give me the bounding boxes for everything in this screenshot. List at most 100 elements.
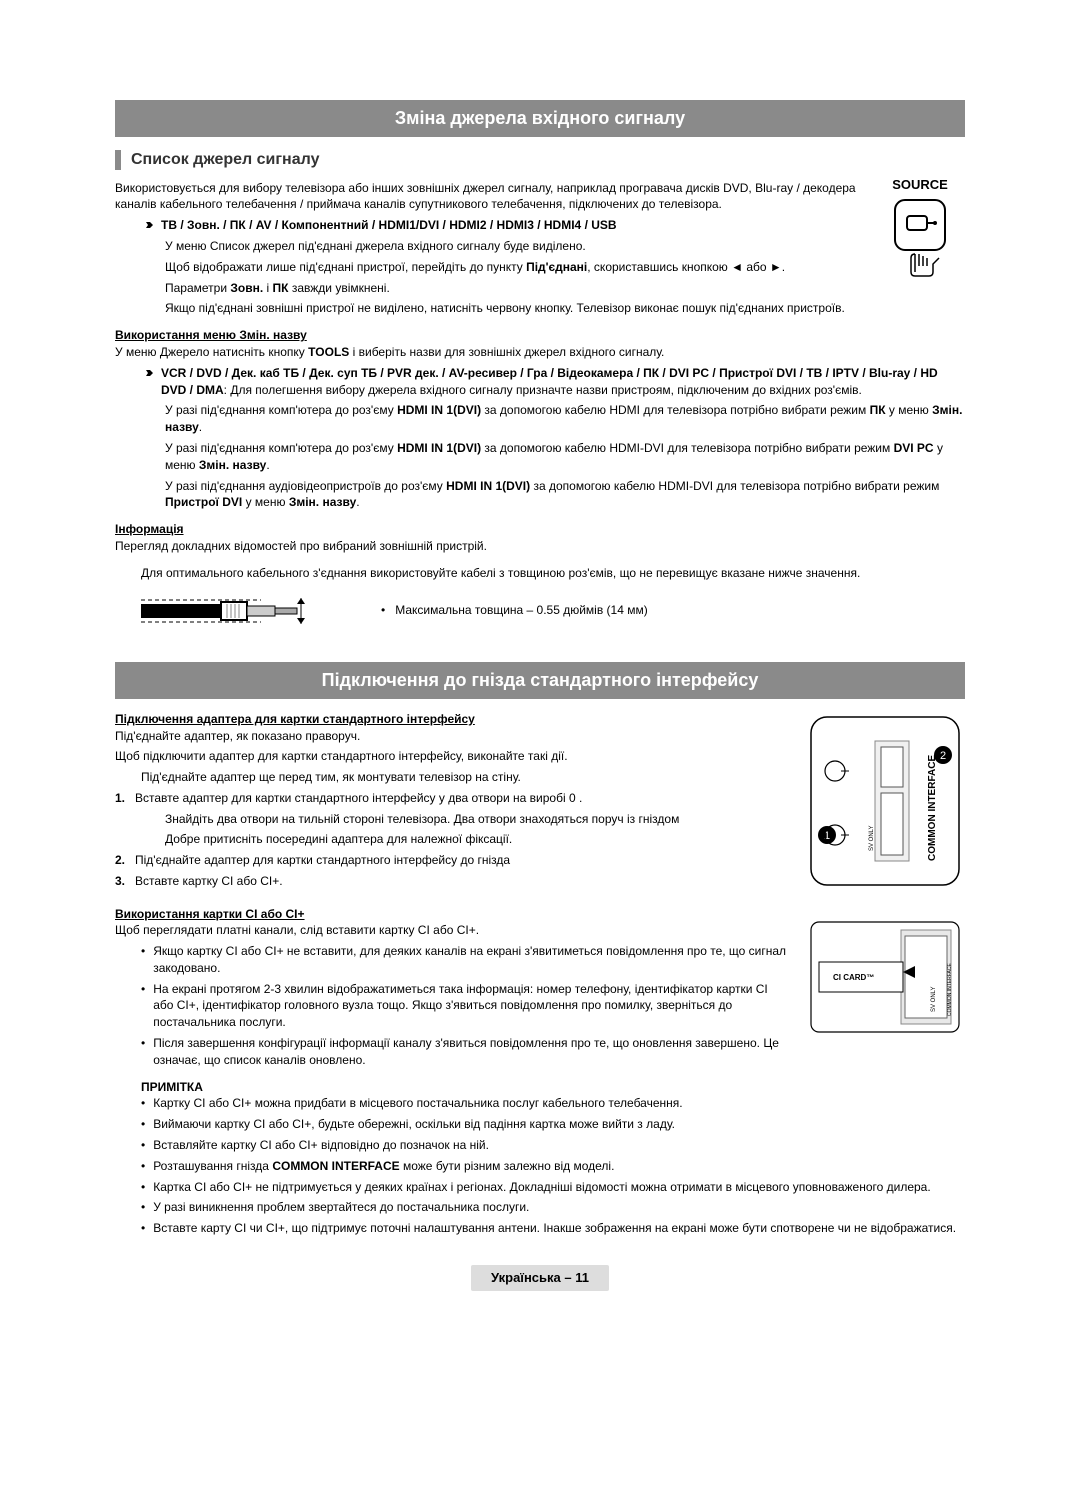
banner-source: Зміна джерела вхідного сигналу [115,100,965,137]
hdmi-note3: У разі під'єднання аудіовідеопристроїв д… [165,478,965,512]
subheader-source-list: Список джерел сигналу [115,149,965,171]
src-line2: Щоб відображати лише під'єднані пристрої… [165,259,965,276]
banner-ci: Підключення до гнізда стандартного інтер… [115,662,965,699]
svg-text:CI CARD™: CI CARD™ [833,973,874,982]
step3: 3. Вставте картку CI або CI+. [115,873,790,890]
step3-text: Вставте картку CI або CI+. [135,873,283,890]
t: DVI PC [894,441,934,455]
subheader-bar [115,150,121,170]
t: У разі виникнення проблем звертайтеся до… [153,1199,529,1216]
use-menu-text: У меню Джерело натисніть кнопку TOOLS і … [115,344,965,361]
n5: •Картка CI або CI+ не підтримується у де… [141,1179,965,1196]
src-line4: Якщо під'єднані зовнішні пристрої не вид… [165,300,965,317]
ci-label: COMMON INTERFACE [927,754,938,860]
t: Вставляйте картку CI або CI+ відповідно … [153,1137,489,1154]
t: TOOLS [308,345,349,359]
t: Під'єднані [526,260,587,274]
t: COMMON INTERFACE [272,1159,399,1173]
cable-note: Для оптимального кабельного з'єднання ви… [141,565,965,582]
cable-illustration-row: •Максимальна товщина – 0.55 дюймів (14 м… [141,594,965,628]
ci-b1: •Якщо картку CI або CI+ не вставити, для… [141,943,790,977]
t: Змін. назву [289,495,356,509]
src-line3: Параметри Зовн. і ПК завжди увімкнені. [165,280,965,297]
t: Після завершення конфігурації інформації… [153,1035,790,1069]
t: Картку CI або CI+ можна придбати в місце… [153,1095,682,1112]
use-menu-heading: Використання меню Змін. назву [115,327,965,344]
ci-b3: •Після завершення конфігурації інформаці… [141,1035,790,1069]
info-heading: Інформація [115,521,965,538]
t: Розташування гнізда [153,1159,272,1173]
ci-top-illustration: COMMON INTERFACE SV ONLY 1 2 [805,711,965,896]
t: може бути різним залежно від моделі. [400,1159,615,1173]
svg-text:SV ONLY: SV ONLY [931,986,937,1012]
cable-connector-icon [141,594,321,628]
hdmi-note1: У разі під'єднання комп'ютера до роз'єму… [165,402,965,436]
pointer-icon [141,367,155,379]
source-types-row: ТВ / Зовн. / ПК / AV / Компонентний / HD… [141,217,860,234]
t: і виберіть назви для зовнішніх джерел вх… [349,345,664,359]
subheader-text: Список джерел сигналу [131,149,319,171]
t: за допомогою кабелю HDMI-DVI для телевіз… [530,479,939,493]
t: за допомогою кабелю HDMI для телевізора … [481,403,870,417]
t: У разі під'єднання аудіовідеопристроїв д… [165,479,446,493]
t: На екрані протягом 2-3 хвилин відображат… [153,981,790,1031]
t: У разі під'єднання комп'ютера до роз'єму [165,403,397,417]
t: : Для полегшення вибору джерела вхідного… [224,383,862,397]
t: У меню Джерело натисніть кнопку [115,345,308,359]
intro-text: Використовується для вибору телевізора а… [115,180,965,214]
step1: 1. Вставте адаптер для картки стандартно… [115,790,790,807]
t: Вставте карту CI чи CI+, що підтримує по… [153,1220,956,1237]
step1-text: Вставте адаптер для картки стандартного … [135,790,582,807]
page-number: Українська – 11 [471,1265,609,1291]
n2: •Виймаючи картку CI або CI+, будьте обер… [141,1116,965,1133]
ci-card-illustration: CI CARD™ SV ONLY COMMON INTERFACE [805,912,965,1047]
num2: 2. [115,852,125,869]
source-types: ТВ / Зовн. / ПК / AV / Компонентний / HD… [161,217,617,234]
pointer-icon [141,219,155,231]
source-icon [893,198,947,288]
svg-text:SV ONLY: SV ONLY [869,825,875,851]
n1: •Картку CI або CI+ можна придбати в місц… [141,1095,965,1112]
t: Картка CI або CI+ не підтримується у дея… [153,1179,930,1196]
t: Пристрої DVI [165,495,242,509]
t: Щоб відображати лише під'єднані пристрої… [165,260,526,274]
source-button-illustration: SOURCE [875,176,965,293]
t: HDMI IN 1(DVI) [446,479,530,493]
svg-text:COMMON INTERFACE: COMMON INTERFACE [947,962,953,1015]
src-line1: У меню Список джерел під'єднані джерела … [165,238,965,255]
t: за допомогою кабелю HDMI-DVI для телевіз… [481,441,894,455]
step2-text: Під'єднайте адаптер для картки стандартн… [135,852,510,869]
t: Параметри [165,281,230,295]
num1: 1. [115,790,125,807]
n6: •У разі виникнення проблем звертайтеся д… [141,1199,965,1216]
t: HDMI IN 1(DVI) [397,403,481,417]
n7: •Вставте карту CI чи CI+, що підтримує п… [141,1220,965,1237]
t: ПК [870,403,886,417]
device-list-row: VCR / DVD / Дек. каб ТБ / Дек. суп ТБ / … [141,365,965,399]
ci-b2: •На екрані протягом 2-3 хвилин відобража… [141,981,790,1031]
t: Виймаючи картку CI або CI+, будьте обере… [153,1116,675,1133]
cable-max-row: •Максимальна товщина – 0.55 дюймів (14 м… [381,602,648,619]
t: завжди увімкнені. [289,281,390,295]
t: у меню [886,403,933,417]
t: Якщо картку CI або CI+ не вставити, для … [153,943,790,977]
page-footer: Українська – 11 [115,1265,965,1291]
t: у меню [242,495,289,509]
hdmi-note2: У разі під'єднання комп'ютера до роз'єму… [165,440,965,474]
n3: •Вставляйте картку CI або CI+ відповідно… [141,1137,965,1154]
t: Змін. назву [199,458,266,472]
n4: •Розташування гнізда COMMON INTERFACE мо… [141,1158,965,1175]
info-text: Перегляд докладних відомостей про вибран… [115,538,965,555]
t: Зовн. [230,281,263,295]
t: У разі під'єднання комп'ютера до роз'єму [165,441,397,455]
t: і [263,281,272,295]
note-heading: ПРИМІТКА [141,1079,965,1096]
device-list: VCR / DVD / Дек. каб ТБ / Дек. суп ТБ / … [161,365,965,399]
t: Розташування гнізда COMMON INTERFACE мож… [153,1158,614,1175]
t: , скориставшись кнопкою ◄ або ►. [587,260,785,274]
num3: 3. [115,873,125,890]
source-label: SOURCE [875,176,965,194]
svg-text:2: 2 [940,750,946,762]
step2: 2. Під'єднайте адаптер для картки станда… [115,852,790,869]
t: HDMI IN 1(DVI) [397,441,481,455]
